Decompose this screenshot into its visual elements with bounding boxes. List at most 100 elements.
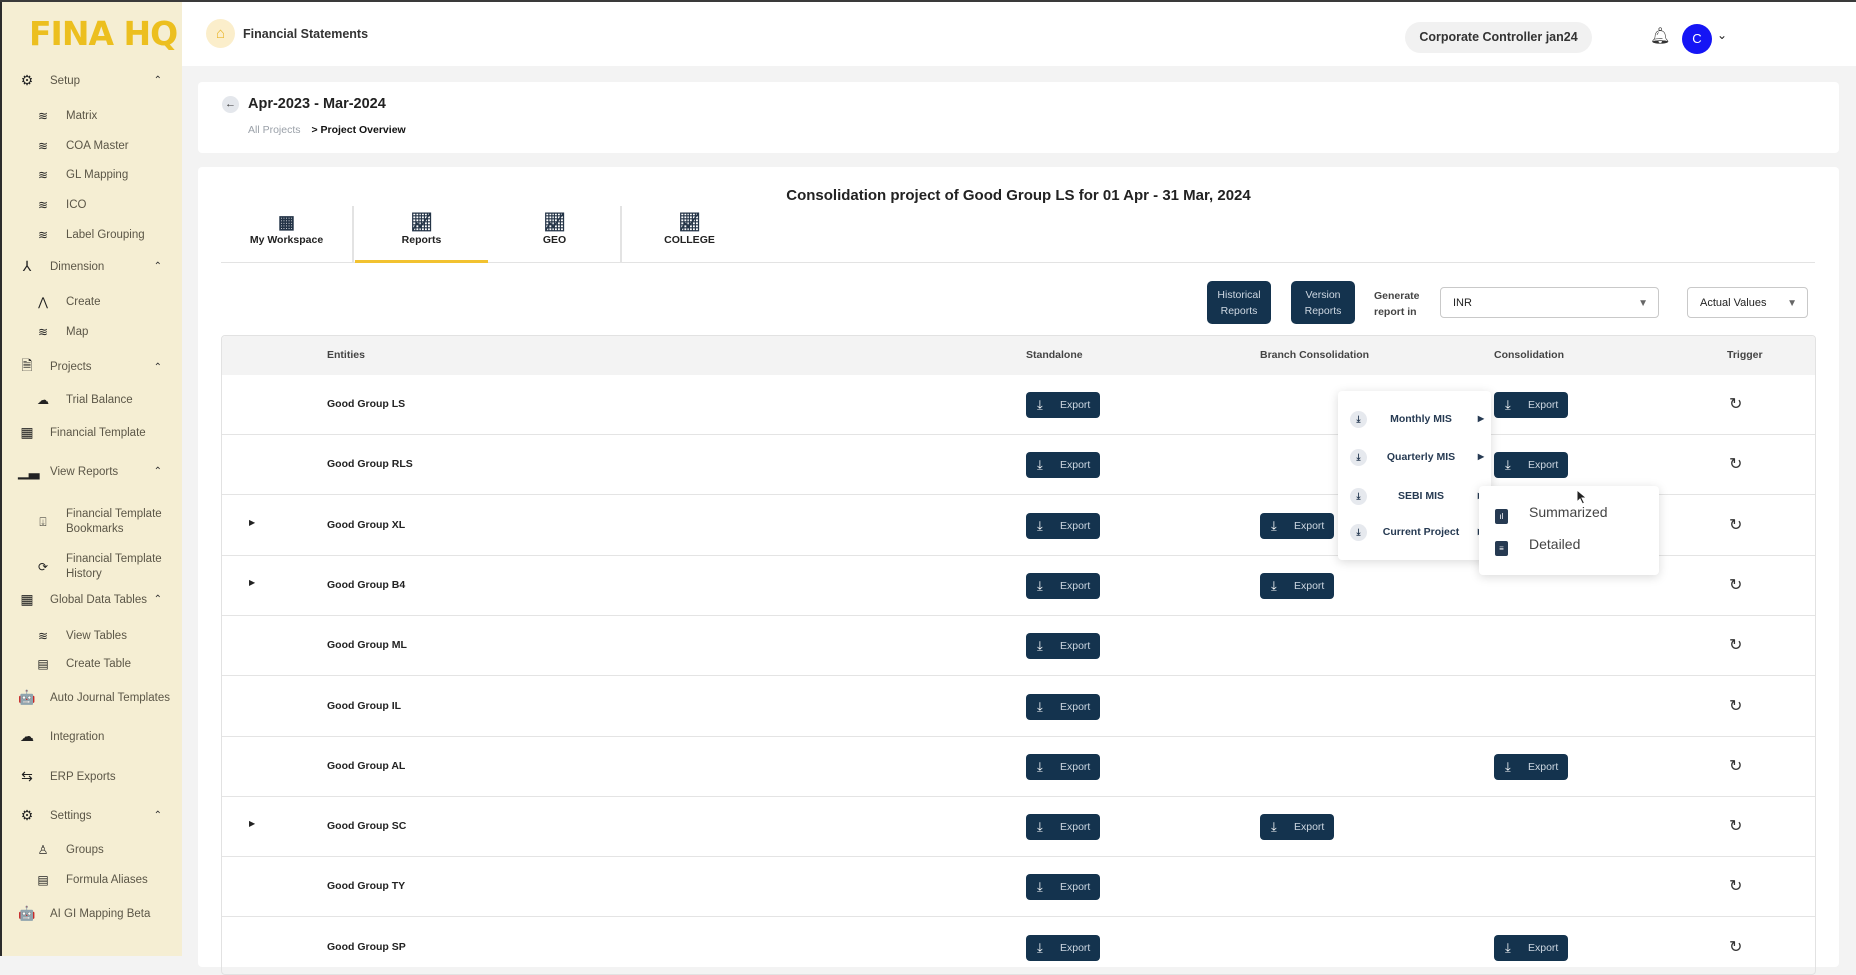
chevron-up-icon[interactable]: ⌃	[153, 361, 162, 373]
sidebar-item-financial-template[interactable]: ▦ Financial Template	[18, 424, 174, 441]
back-arrow-icon[interactable]: ←	[222, 96, 239, 113]
expand-caret-icon[interactable]: ▶	[249, 577, 256, 587]
line-chart-icon: 📈︎	[678, 212, 701, 232]
sidebar-item-ico[interactable]: ≋ ICO	[34, 198, 190, 212]
consolidation-export-button[interactable]: Export	[1494, 934, 1568, 961]
expand-caret-icon[interactable]: ▶	[249, 819, 256, 829]
standalone-export-button[interactable]: Export	[1026, 753, 1100, 780]
chevron-up-icon[interactable]: ⌃	[153, 466, 162, 477]
currency-select[interactable]: INR ▼	[1440, 287, 1659, 318]
branch-export-button[interactable]: Export	[1260, 572, 1334, 599]
sidebar-item-setup[interactable]: ⚙ Setup ⌃	[18, 72, 174, 89]
sidebar-item-groups[interactable]: ♙ Groups	[34, 843, 190, 857]
sidebar-item-financial-template-history[interactable]: ⟳ Financial Template History	[34, 552, 190, 582]
menu-item-quarterly-mis[interactable]: ⤓ Quarterly MIS ▶	[1350, 447, 1484, 469]
tab-my-workspace[interactable]: ▦ My Workspace	[221, 206, 354, 263]
branch-export-button[interactable]: Export	[1260, 814, 1334, 841]
refresh-trigger-icon[interactable]: ↻	[1729, 396, 1743, 413]
col-standalone: Standalone	[1026, 349, 1083, 361]
home-icon[interactable]: ⌂	[206, 19, 235, 48]
sidebar-item-integration[interactable]: ☁ Integration	[18, 728, 174, 745]
caret-right-icon: ▶	[1477, 414, 1484, 423]
refresh-trigger-icon[interactable]: ↻	[1729, 878, 1743, 896]
standalone-export-button[interactable]: Export	[1026, 392, 1100, 418]
refresh-trigger-icon[interactable]: ↻	[1729, 456, 1743, 474]
sidebar-item-create-table[interactable]: ▤ Create Table	[34, 657, 190, 671]
sidebar-item-label: Integration	[50, 730, 105, 743]
menu-item-monthly-mis[interactable]: ⤓ Monthly MIS ▶	[1350, 409, 1484, 431]
tab-geo[interactable]: 📈︎ GEO	[489, 206, 622, 263]
sidebar-item-ai-gi-mapping-beta[interactable]: 🤖 AI GI Mapping Beta	[18, 905, 174, 922]
submenu-detailed[interactable]: ≡ Detailed	[1495, 536, 1580, 556]
consolidation-export-button[interactable]: Export	[1494, 392, 1568, 418]
nodes-icon: ⋀	[38, 295, 48, 309]
menu-item-label: Monthly MIS	[1390, 413, 1452, 425]
currency-value: INR	[1453, 297, 1472, 309]
value-type-select[interactable]: Actual Values ▼	[1687, 287, 1808, 318]
expand-caret-icon[interactable]: ▶	[249, 517, 256, 527]
refresh-trigger-icon[interactable]: ↻	[1729, 938, 1743, 956]
sidebar-item-create[interactable]: ⋀ Create	[34, 295, 190, 309]
sidebar-item-auto-journal-templates[interactable]: 🤖 Auto Journal Templates	[18, 689, 174, 706]
consolidation-export-button[interactable]: Export	[1494, 753, 1568, 780]
robot-icon: 🤖	[18, 905, 36, 921]
col-entities: Entities	[327, 349, 365, 361]
standalone-export-button[interactable]: Export	[1026, 934, 1100, 961]
standalone-export-button[interactable]: Export	[1026, 452, 1100, 479]
standalone-export-button[interactable]: Export	[1026, 512, 1100, 539]
entity-name: Good Group LS	[327, 398, 406, 410]
refresh-trigger-icon[interactable]: ↻	[1729, 576, 1743, 594]
sidebar: FINA HQ ⚙ Setup ⌃ ≋ Matrix ≋ COA Master ≋ GL Map…	[0, 0, 182, 956]
refresh-trigger-icon[interactable]: ↻	[1729, 516, 1743, 534]
chevron-up-icon[interactable]: ⌃	[153, 261, 162, 272]
consolidation-export-button[interactable]: Export	[1494, 452, 1568, 479]
chevron-up-icon[interactable]: ⌃	[153, 594, 162, 605]
sidebar-item-map[interactable]: ≋ Map	[34, 325, 190, 339]
layers-icon: ≋	[37, 139, 49, 153]
sidebar-item-gl-mapping[interactable]: ≋ GL Mapping	[34, 168, 190, 182]
sidebar-item-label: ICO	[66, 199, 87, 211]
menu-item-current-project[interactable]: ⤓Current Project▶	[1350, 522, 1484, 544]
caret-right-icon: ▶	[1477, 452, 1484, 461]
document-icon: 🗎	[21, 357, 33, 373]
bell-icon[interactable]: 🔔︎	[1650, 28, 1671, 45]
standalone-export-button[interactable]: Export	[1026, 693, 1100, 720]
standalone-export-button[interactable]: Export	[1026, 874, 1100, 901]
refresh-trigger-icon[interactable]: ↻	[1729, 637, 1743, 655]
tab-reports[interactable]: 📈︎ Reports	[355, 206, 488, 263]
sidebar-item-projects[interactable]: 🗎 Projects ⌃	[18, 355, 174, 379]
version-reports-button[interactable]: Version Reports	[1291, 281, 1355, 324]
spreadsheet-icon: ▦	[20, 424, 34, 440]
repeat-icon: ⟳	[37, 559, 49, 574]
chevron-up-icon[interactable]: ⌃	[153, 75, 162, 86]
historical-reports-button[interactable]: Historical Reports	[1207, 281, 1271, 324]
sidebar-item-label-grouping[interactable]: ≋ Label Grouping	[34, 228, 190, 242]
sidebar-item-view-reports[interactable]: ▁▃ View Reports ⌃	[18, 463, 174, 480]
standalone-export-button[interactable]: Export	[1026, 572, 1100, 599]
menu-item-sebi-mis[interactable]: ⤓SEBI MIS▶	[1350, 486, 1484, 508]
entity-name: Good Group SC	[327, 820, 407, 833]
sidebar-item-matrix[interactable]: ≋ Matrix	[34, 109, 190, 123]
sidebar-item-view-tables[interactable]: ≋ View Tables	[34, 629, 190, 643]
avatar[interactable]: C	[1682, 24, 1712, 54]
breadcrumb-all-projects[interactable]: All Projects	[248, 124, 301, 136]
sidebar-item-coa-master[interactable]: ≋ COA Master	[34, 139, 190, 153]
standalone-export-button[interactable]: Export	[1026, 814, 1100, 841]
submenu-summarized[interactable]: ıl Summarized	[1495, 504, 1608, 524]
standalone-export-button[interactable]: Export	[1026, 633, 1100, 660]
role-selector[interactable]: Corporate Controller jan24	[1405, 22, 1592, 53]
refresh-trigger-icon[interactable]: ↻	[1729, 757, 1743, 775]
sidebar-item-formula-aliases[interactable]: ▤ Formula Aliases	[34, 873, 190, 887]
sidebar-item-settings[interactable]: ⚙ Settings ⌃	[18, 807, 174, 824]
sidebar-item-global-data-tables[interactable]: ▦ Global Data Tables ⌃	[18, 591, 174, 608]
chevron-down-icon[interactable]: ⌄	[1717, 28, 1728, 42]
sidebar-item-trial-balance[interactable]: ☁ Trial Balance	[34, 393, 190, 407]
refresh-trigger-icon[interactable]: ↻	[1729, 818, 1743, 836]
sidebar-item-dimension[interactable]: ⅄ Dimension ⌃	[18, 258, 174, 275]
branch-export-button[interactable]: Export	[1260, 512, 1334, 539]
refresh-trigger-icon[interactable]: ↻	[1729, 697, 1743, 715]
chevron-up-icon[interactable]: ⌃	[153, 810, 162, 821]
tab-college[interactable]: 📈︎ COLLEGE	[623, 206, 756, 263]
sidebar-item-financial-template-bookmarks[interactable]: ⍗ Financial Template Bookmarks	[34, 507, 190, 537]
sidebar-item-erp-exports[interactable]: ⇆ ERP Exports	[18, 768, 174, 785]
